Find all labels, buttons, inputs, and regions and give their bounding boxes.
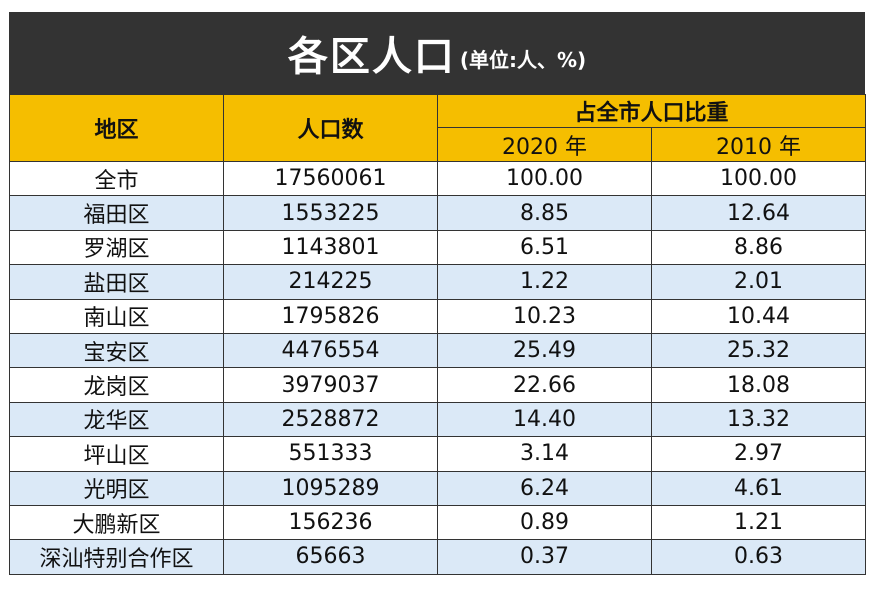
cell-region: 深汕特别合作区	[9, 539, 224, 575]
page-title: 各区人口	[287, 34, 456, 80]
cell-share-2020: 100.00	[437, 160, 652, 197]
cell-share-2020: 22.66	[437, 367, 652, 403]
cell-share-2010: 2.01	[650, 264, 867, 300]
cell-share-2020: 0.89	[437, 504, 652, 541]
table-row: 大鹏新区 156236 0.89 1.21	[9, 504, 867, 541]
header-share-group: 占全市人口比重	[436, 94, 867, 128]
cell-share-2010: 0.63	[650, 539, 867, 575]
table-row: 南山区 1795826 10.23 10.44	[9, 298, 867, 334]
cell-share-2020: 0.37	[437, 539, 652, 575]
cell-share-2010: 8.86	[650, 229, 867, 266]
cell-population: 1795826	[223, 298, 438, 334]
table-row: 深汕特别合作区 65663 0.37 0.63	[9, 539, 867, 575]
header-year-2010: 2010 年	[650, 127, 867, 162]
table-row: 宝安区 4476554 25.49 25.32	[9, 332, 867, 369]
header-year-2020: 2020 年	[437, 127, 652, 162]
cell-share-2010: 2.97	[650, 436, 867, 472]
cell-population: 17560061	[223, 160, 438, 197]
cell-share-2020: 14.40	[437, 401, 652, 438]
cell-share-2010: 13.32	[650, 401, 867, 438]
cell-population: 1095289	[223, 470, 438, 506]
cell-share-2010: 100.00	[650, 160, 867, 197]
cell-region: 盐田区	[9, 264, 224, 300]
table-row: 全市 17560061 100.00 100.00	[9, 160, 867, 197]
table-row: 光明区 1095289 6.24 4.61	[9, 470, 867, 506]
table-row: 龙岗区 3979037 22.66 18.08	[9, 367, 867, 403]
table-row: 罗湖区 1143801 6.51 8.86	[9, 229, 867, 266]
table-row: 坪山区 551333 3.14 2.97	[9, 436, 867, 472]
cell-region: 大鹏新区	[9, 504, 224, 541]
table-body: 全市 17560061 100.00 100.00 福田区 1553225 8.85 12.6…	[9, 160, 867, 575]
cell-share-2020: 6.24	[437, 470, 652, 506]
cell-region: 龙岗区	[9, 367, 224, 403]
cell-region: 南山区	[9, 298, 224, 334]
unit-label: (单位:人、%)	[459, 47, 587, 72]
cell-region: 光明区	[9, 470, 224, 506]
cell-share-2020: 1.22	[437, 264, 652, 300]
cell-population: 1553225	[223, 195, 438, 231]
cell-share-2020: 25.49	[437, 332, 652, 369]
cell-region: 全市	[9, 160, 224, 197]
cell-population: 65663	[223, 539, 438, 575]
cell-region: 罗湖区	[9, 229, 224, 266]
cell-share-2020: 6.51	[437, 229, 652, 266]
cell-population: 1143801	[223, 229, 438, 266]
cell-share-2010: 4.61	[650, 470, 867, 506]
cell-region: 龙华区	[9, 401, 224, 438]
cell-population: 4476554	[223, 332, 438, 369]
cell-population: 2528872	[223, 401, 438, 438]
cell-share-2020: 8.85	[437, 195, 652, 231]
title-bar: 各区人口 (单位:人、%)	[9, 12, 865, 94]
cell-population: 214225	[223, 264, 438, 300]
cell-share-2010: 10.44	[650, 298, 867, 334]
cell-population: 3979037	[223, 367, 438, 403]
cell-share-2020: 10.23	[437, 298, 652, 334]
table-row: 龙华区 2528872 14.40 13.32	[9, 401, 867, 438]
population-table-card: 各区人口 (单位:人、%) 地区 人口数 占全市人口比重 2020 年 2010…	[9, 12, 867, 575]
table-row: 福田区 1553225 8.85 12.64	[9, 195, 867, 231]
cell-share-2010: 12.64	[650, 195, 867, 231]
cell-region: 宝安区	[9, 332, 224, 369]
cell-region: 坪山区	[9, 436, 224, 472]
cell-share-2010: 18.08	[650, 367, 867, 403]
cell-region: 福田区	[9, 195, 224, 231]
cell-population: 551333	[223, 436, 438, 472]
population-table: 地区 人口数 占全市人口比重 2020 年 2010 年 全市 17560061 1…	[9, 94, 867, 575]
header-region: 地区	[9, 94, 224, 162]
cell-share-2010: 1.21	[650, 504, 867, 541]
cell-share-2010: 25.32	[650, 332, 867, 369]
table-row: 盐田区 214225 1.22 2.01	[9, 264, 867, 300]
cell-population: 156236	[223, 504, 438, 541]
cell-share-2020: 3.14	[437, 436, 652, 472]
header-population: 人口数	[223, 94, 438, 162]
